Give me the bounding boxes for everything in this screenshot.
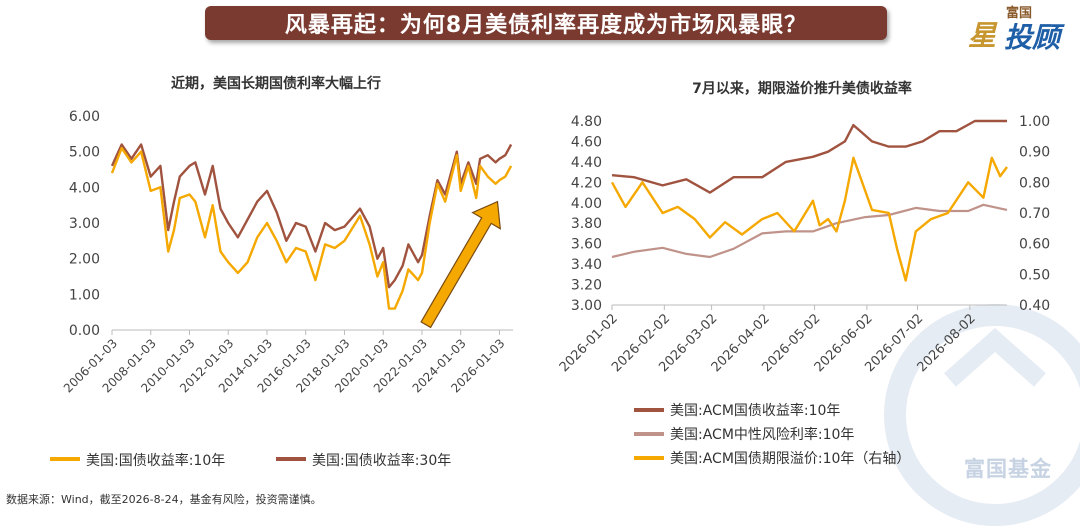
y-tick-label: 4.00 — [69, 180, 100, 196]
legend-term-premium-label: 美国:ACM国债期限溢价:10年（右轴） — [670, 451, 910, 467]
watermark-text: 富国基金 — [964, 457, 1052, 481]
y-left-tick-label: 4.60 — [571, 134, 602, 150]
y-tick-label: 1.00 — [69, 287, 100, 303]
trend-arrow — [420, 200, 502, 329]
y-left-tick-label: 3.40 — [571, 257, 602, 273]
y-right-tick-label: 0.60 — [1019, 237, 1050, 253]
y-left-tick-label: 4.40 — [571, 155, 602, 171]
banner-title: 风暴再起：为何8月美债利率再度成为市场风暴眼？ — [205, 6, 887, 40]
y-tick-label: 0.00 — [69, 323, 100, 339]
series-term-premium-line — [610, 156, 1008, 282]
y-left-tick-label: 4.80 — [571, 114, 602, 130]
legend-neutral-rate-label: 美国:ACM中性风险利率:10年 — [670, 426, 854, 443]
source-note: 数据来源：Wind，截至2026-8-24，基金有风险，投资需谨慎。 — [6, 493, 322, 506]
y-tick-label: 3.00 — [69, 216, 100, 232]
y-left-tick-label: 4.20 — [571, 175, 602, 191]
y-left-tick-label: 3.20 — [571, 278, 602, 294]
chart-acm-decomposition: 7月以来，期限溢价推升美债收益率 3.00 3.20 3.40 3.60 3.80 4.00… — [557, 80, 1050, 467]
y-left-tick-label: 4.00 — [571, 196, 602, 212]
logo-top-text: 富国 — [1006, 6, 1033, 21]
legend-label-30y: 美国:国债收益率:30年 — [312, 452, 451, 469]
series-10y-line — [110, 146, 513, 310]
legend-acm-yield-label: 美国:ACM国债收益率:10年 — [670, 402, 840, 419]
brand-logo: 富国 星 投顾 — [968, 2, 1076, 54]
y-right-tick-label: 0.90 — [1019, 145, 1050, 161]
y-right-tick-label: 0.50 — [1019, 267, 1050, 283]
y-left-tick-label: 3.60 — [571, 237, 602, 253]
y-left-tick-label: 3.80 — [571, 216, 602, 232]
chart-title: 7月以来，期限溢价推升美债收益率 — [692, 80, 912, 97]
y-right-tick-label: 0.80 — [1019, 175, 1050, 191]
y-right-tick-label: 0.70 — [1019, 206, 1050, 222]
legend-label-10y: 美国:国债收益率:10年 — [86, 452, 225, 469]
logo-advisor-text: 投顾 — [1004, 21, 1061, 54]
series-acm-yield-line — [611, 119, 1007, 194]
chart-title: 近期，美国长期国债利率大幅上行 — [171, 75, 381, 92]
logo-star-text: 星 — [968, 19, 997, 52]
y-left-tick-label: 3.00 — [571, 298, 602, 314]
chart-long-yields: 近期，美国长期国债利率大幅上行 0.00 1.00 2.00 3.00 4.00 5.00 6… — [50, 75, 513, 469]
y-right-tick-label: 1.00 — [1019, 114, 1050, 130]
y-right-tick-label: 0.40 — [1019, 298, 1050, 314]
y-tick-label: 2.00 — [69, 252, 100, 268]
y-tick-label: 5.00 — [69, 145, 100, 161]
y-tick-label: 6.00 — [69, 109, 100, 125]
